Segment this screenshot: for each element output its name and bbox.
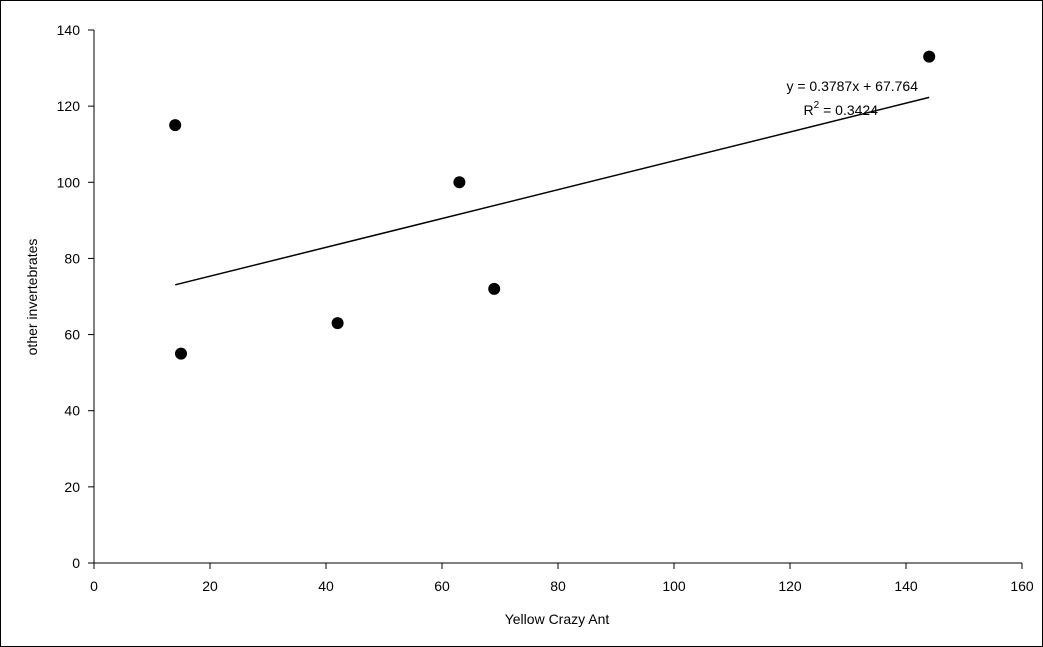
y-tick-label: 60 bbox=[64, 327, 80, 343]
x-tick-label: 120 bbox=[778, 578, 802, 594]
axes bbox=[93, 30, 1022, 564]
trendline-group bbox=[175, 96, 930, 286]
data-points bbox=[169, 50, 936, 360]
y-tick-label: 100 bbox=[57, 174, 81, 190]
r-squared-superscript: 2 bbox=[814, 100, 820, 111]
y-tick-label: 20 bbox=[64, 479, 80, 495]
trendline bbox=[175, 96, 930, 286]
y-tick-label: 120 bbox=[57, 98, 81, 114]
y-tick-label: 80 bbox=[64, 250, 80, 266]
x-tick-label: 160 bbox=[1010, 578, 1034, 594]
x-tick-label: 40 bbox=[318, 578, 334, 594]
x-tick-label: 0 bbox=[90, 578, 98, 594]
x-axis-title: Yellow Crazy Ant bbox=[505, 611, 610, 627]
data-point bbox=[175, 347, 187, 360]
y-tick-label: 140 bbox=[57, 22, 81, 38]
y-tick-label: 40 bbox=[64, 403, 80, 419]
x-tick-label: 80 bbox=[550, 578, 566, 594]
trendline-equation: y = 0.3787x + 67.764 bbox=[786, 78, 918, 94]
data-point bbox=[488, 282, 501, 295]
x-tick-label: 60 bbox=[434, 578, 450, 594]
x-tick-label: 100 bbox=[662, 578, 686, 594]
r-squared-label: R2 = 0.3424 bbox=[804, 100, 879, 118]
data-point bbox=[453, 176, 466, 189]
y-tick-label: 0 bbox=[72, 555, 80, 571]
data-point bbox=[331, 317, 344, 330]
r-squared-prefix: R bbox=[804, 102, 814, 118]
data-point bbox=[169, 119, 182, 132]
r-squared-value: = 0.3424 bbox=[819, 102, 878, 118]
x-tick-label: 140 bbox=[894, 578, 918, 594]
data-point bbox=[923, 50, 936, 63]
y-ticks: 0 20 40 60 80 100 120 140 bbox=[57, 22, 94, 571]
x-ticks: 0 20 40 60 80 100 120 140 160 bbox=[90, 563, 1034, 594]
x-tick-label: 20 bbox=[202, 578, 218, 594]
y-axis-title: other invertebrates bbox=[24, 239, 40, 356]
